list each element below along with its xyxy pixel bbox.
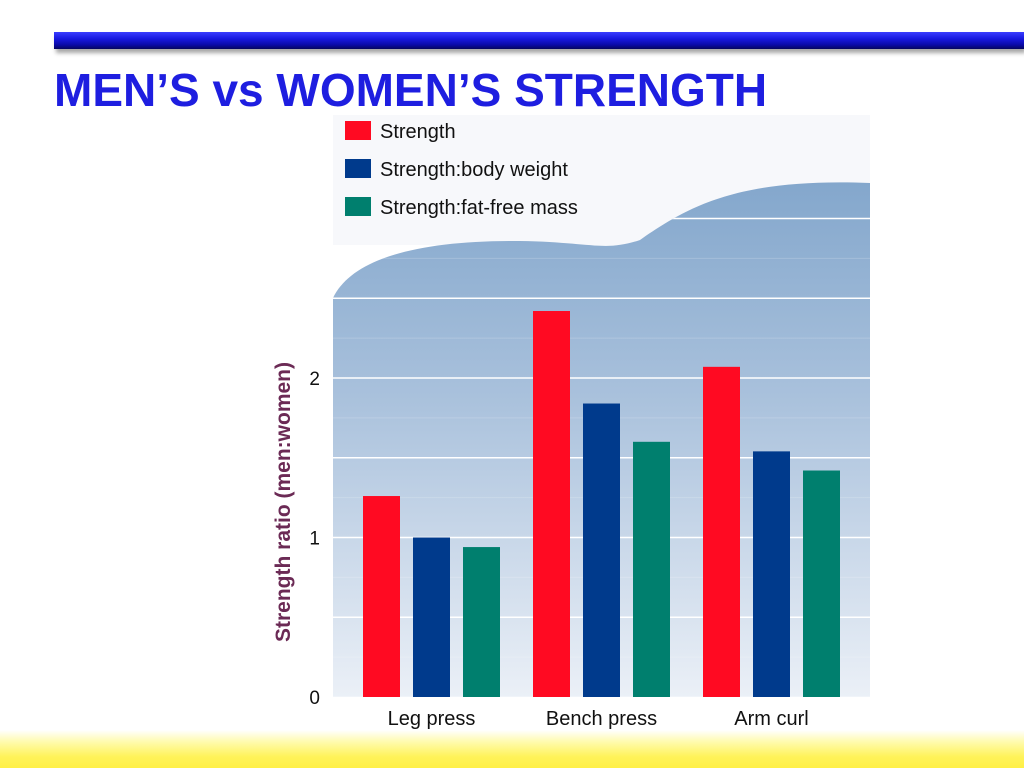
legend-swatch bbox=[345, 159, 371, 178]
bar-leg-press-series-1 bbox=[363, 496, 400, 697]
legend-swatch bbox=[345, 197, 371, 216]
legend-label: Strength:body weight bbox=[380, 159, 568, 181]
category-labels: Leg press Bench press Arm curl bbox=[388, 708, 809, 730]
legend: Strength Strength:body weight Strength:fat… bbox=[345, 121, 578, 219]
category-label: Bench press bbox=[546, 708, 657, 730]
bar-bench-press-series-3 bbox=[633, 441, 670, 697]
bar-arm-curl-series-2 bbox=[753, 451, 790, 697]
legend-label: Strength:fat-free mass bbox=[380, 197, 578, 219]
bars bbox=[363, 311, 840, 697]
y-tick-labels: 0 1 2 bbox=[309, 369, 320, 709]
title-rule-bar bbox=[54, 32, 1024, 49]
slide-title: MEN’S vs WOMEN’S STRENGTH bbox=[54, 64, 768, 116]
bar-leg-press-series-3 bbox=[463, 547, 500, 697]
bottom-yellow-band bbox=[0, 730, 1024, 768]
y-tick-label: 2 bbox=[309, 369, 320, 390]
y-tick-label: 0 bbox=[309, 688, 320, 709]
category-label: Arm curl bbox=[734, 708, 808, 730]
category-label: Leg press bbox=[388, 708, 476, 730]
y-axis-title: Strength ratio (men:women) bbox=[272, 362, 295, 642]
bar-leg-press-series-2 bbox=[413, 537, 450, 697]
bar-bench-press-series-2 bbox=[583, 403, 620, 697]
bar-bench-press-series-1 bbox=[533, 311, 570, 697]
bar-arm-curl-series-1 bbox=[703, 366, 740, 697]
bar-arm-curl-series-3 bbox=[803, 470, 840, 697]
y-tick-label: 1 bbox=[309, 529, 320, 550]
legend-label: Strength bbox=[380, 121, 456, 143]
legend-swatch bbox=[345, 121, 371, 140]
